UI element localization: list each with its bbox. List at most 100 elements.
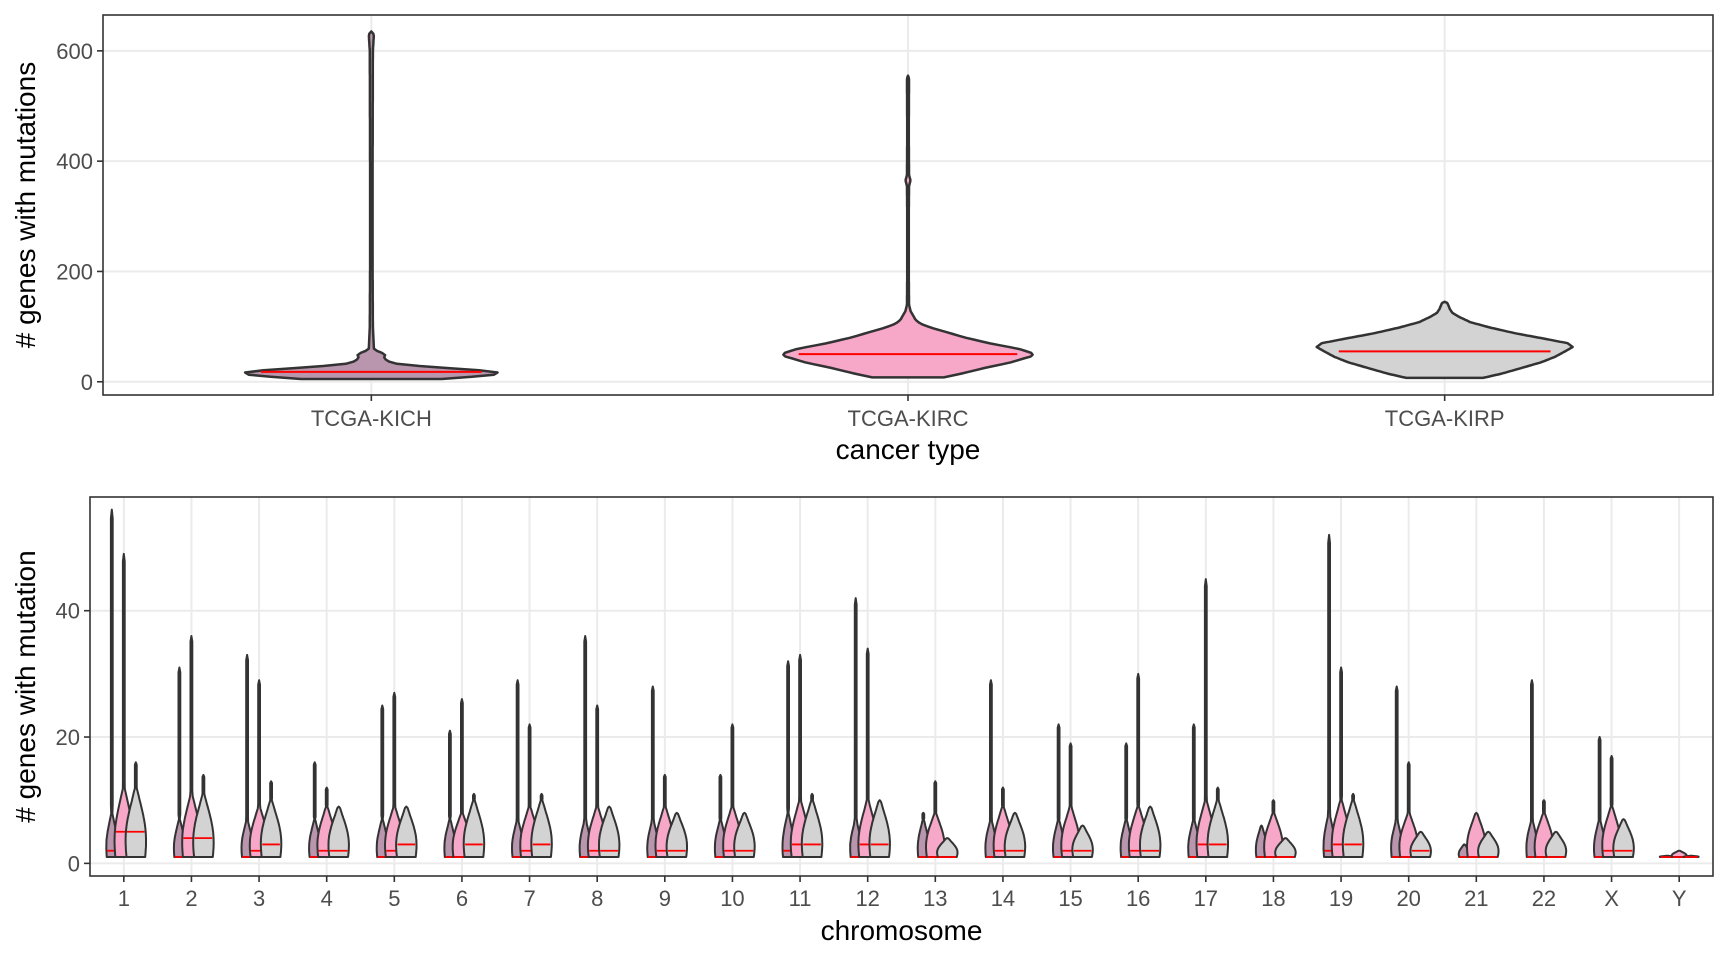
x-tick-label: 7 — [523, 886, 535, 911]
violin-chr2-tcga-kirp — [192, 773, 215, 858]
violin-chr20-tcga-kirc — [1398, 761, 1419, 858]
violin-chr16-tcga-kich — [1119, 742, 1133, 858]
violin-chr8-tcga-kirc — [586, 704, 608, 858]
x-tick-label: TCGA-KIRP — [1385, 406, 1505, 431]
y-tick-label: 200 — [56, 259, 93, 284]
violin-chr13-tcga-kirc — [925, 780, 946, 858]
violin-tcga-kirp — [1315, 300, 1574, 380]
violin-chr1-tcga-kirp — [124, 761, 147, 858]
x-tick-label: 6 — [456, 886, 468, 911]
violin-chr1-tcga-kirc — [113, 552, 135, 858]
violin-chr1-tcga-kich — [105, 508, 119, 858]
violin-chr17-tcga-kich — [1187, 723, 1201, 858]
x-tick-label: 15 — [1058, 886, 1082, 911]
violin-chr10-tcga-kirp — [733, 811, 756, 858]
violin-tcga-kirc — [782, 74, 1034, 379]
violin-chr14-tcga-kich — [984, 679, 998, 858]
x-tick-label: TCGA-KICH — [311, 406, 432, 431]
x-tick-label: 22 — [1532, 886, 1556, 911]
violin-chr12-tcga-kich — [849, 597, 863, 858]
x-axis-title: cancer type — [836, 434, 981, 465]
violin-chr22-tcga-kich — [1525, 679, 1539, 858]
violin-chr11-tcga-kirc — [789, 653, 811, 858]
violin-chr9-tcga-kich — [646, 685, 660, 858]
violin-chr2-tcga-kirc — [181, 635, 202, 858]
x-axis-title: chromosome — [821, 915, 983, 946]
x-tick-label: 1 — [118, 886, 130, 911]
violin-chr19-tcga-kich — [1322, 533, 1336, 858]
x-tick-label: 20 — [1396, 886, 1420, 911]
violin-chr2-tcga-kich — [172, 666, 186, 858]
violin-tcga-kich — [243, 30, 499, 381]
x-tick-label: TCGA-KIRC — [848, 406, 969, 431]
violin-chr5-tcga-kirc — [384, 691, 405, 858]
x-tick-label: 8 — [591, 886, 603, 911]
violin-chr12-tcga-kirp — [868, 799, 891, 858]
x-tick-label: X — [1604, 886, 1619, 911]
violin-chr5-tcga-kich — [375, 704, 389, 858]
y-tick-label: 0 — [81, 370, 93, 395]
violin-chr6-tcga-kirc — [451, 698, 473, 858]
violin-chr15-tcga-kich — [1052, 723, 1066, 858]
panel-cancer-type: 0 200 400 600 TCGA-KICH TCGA-KIRC TCGA-KIRP can… — [10, 14, 1714, 465]
x-tick-label: 2 — [185, 886, 197, 911]
x-tick-label: 3 — [253, 886, 265, 911]
y-tick-label: 20 — [56, 725, 80, 750]
y-tick-label: 40 — [56, 599, 80, 624]
violin-chr6-tcga-kich — [443, 729, 457, 858]
violin-chr8-tcga-kirp — [598, 805, 621, 858]
violin-chr17-tcga-kirp — [1206, 786, 1229, 858]
violin-chr6-tcga-kirp — [462, 792, 486, 858]
violin-chr20-tcga-kich — [1390, 685, 1404, 858]
x-tick-label: 19 — [1329, 886, 1353, 911]
x-tick-label: 10 — [720, 886, 744, 911]
violin-chr19-tcga-kirp — [1341, 792, 1365, 858]
violin-chr7-tcga-kich — [511, 679, 525, 858]
violin-chr3-tcga-kirc — [248, 679, 270, 858]
violin-chr16-tcga-kirp — [1139, 805, 1162, 858]
violin-chr9-tcga-kirp — [665, 811, 688, 858]
violin-chr22-tcga-kirp — [1544, 830, 1568, 858]
x-tick-label: 4 — [321, 886, 333, 911]
violin-chr10-tcga-kirc — [722, 723, 743, 858]
violin-chr8-tcga-kich — [578, 635, 592, 858]
violin-chr19-tcga-kirc — [1330, 666, 1352, 858]
x-tick-label: 9 — [659, 886, 671, 911]
violin-chr17-tcga-kirc — [1195, 578, 1217, 858]
violin-chr11-tcga-kich — [781, 660, 795, 858]
violin-chrX-tcga-kich — [1593, 736, 1607, 858]
violin-chr13-tcga-kirp — [936, 837, 959, 858]
x-tick-label: 12 — [855, 886, 879, 911]
violin-chrX-tcga-kirp — [1612, 818, 1635, 858]
violin-chr16-tcga-kirc — [1127, 672, 1149, 858]
x-tick-label: 18 — [1261, 886, 1285, 911]
violin-chr3-tcga-kirp — [259, 780, 283, 858]
y-axis-title: # genes with mutations — [10, 62, 41, 348]
violin-chrY-tcga-kirc — [1670, 849, 1688, 858]
x-tick-label: 21 — [1464, 886, 1488, 911]
x-tick-label: 5 — [388, 886, 400, 911]
violin-chr21-tcga-kirp — [1477, 830, 1500, 858]
x-tick-label: 11 — [789, 886, 812, 911]
violin-chr5-tcga-kirp — [395, 805, 418, 858]
x-tick-label: Y — [1672, 886, 1687, 911]
violin-chr15-tcga-kirc — [1060, 742, 1081, 858]
x-tick-label: 14 — [991, 886, 1015, 911]
violin-chr3-tcga-kich — [240, 653, 254, 858]
y-tick-label: 600 — [56, 39, 93, 64]
violin-chr18-tcga-kirp — [1274, 837, 1297, 858]
violin-chr4-tcga-kirp — [327, 805, 350, 858]
y-axis-title: # genes with mutation — [10, 550, 41, 822]
x-tick-label: 17 — [1194, 886, 1218, 911]
x-tick-label: 16 — [1126, 886, 1150, 911]
violin-chr18-tcga-kirc — [1263, 799, 1284, 858]
violin-chr7-tcga-kirp — [530, 792, 553, 858]
y-tick-label: 400 — [56, 149, 93, 174]
x-tick-label: 13 — [923, 886, 947, 911]
violin-chr14-tcga-kirp — [1003, 811, 1027, 858]
y-tick-label: 0 — [68, 851, 80, 876]
violin-chr11-tcga-kirp — [800, 792, 824, 858]
